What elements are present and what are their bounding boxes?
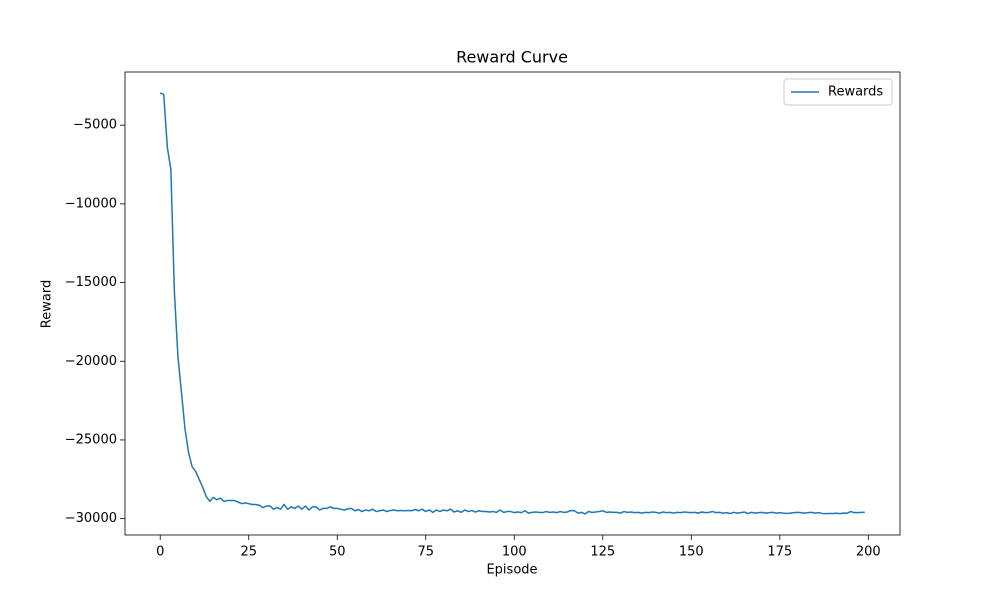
- x-tick-label: 175: [767, 545, 792, 560]
- x-tick-label: 25: [240, 545, 257, 560]
- line-series: [159, 92, 865, 515]
- y-tick-label: −20000: [65, 354, 117, 369]
- y-axis-label: Reward: [40, 280, 55, 328]
- legend-box: [783, 78, 893, 106]
- y-tick-label: −10000: [65, 196, 117, 211]
- x-tick-label: 100: [502, 545, 527, 560]
- x-tick-label: 75: [417, 545, 434, 560]
- x-tick-label: 200: [856, 545, 881, 560]
- x-tick-label: 125: [590, 545, 615, 560]
- x-tick-label: 50: [329, 545, 346, 560]
- chart-title: Reward Curve: [456, 48, 568, 67]
- y-tick-label: −30000: [65, 511, 117, 526]
- x-tick-label: 150: [679, 545, 704, 560]
- legend-label: Rewards: [828, 85, 883, 100]
- y-tick-label: −15000: [65, 275, 117, 290]
- axes-frame: [124, 71, 901, 536]
- x-axis-label: Episode: [486, 563, 537, 578]
- y-tick-label: −25000: [65, 432, 117, 447]
- x-tick-label: 0: [156, 545, 164, 560]
- y-tick-label: −5000: [73, 118, 117, 133]
